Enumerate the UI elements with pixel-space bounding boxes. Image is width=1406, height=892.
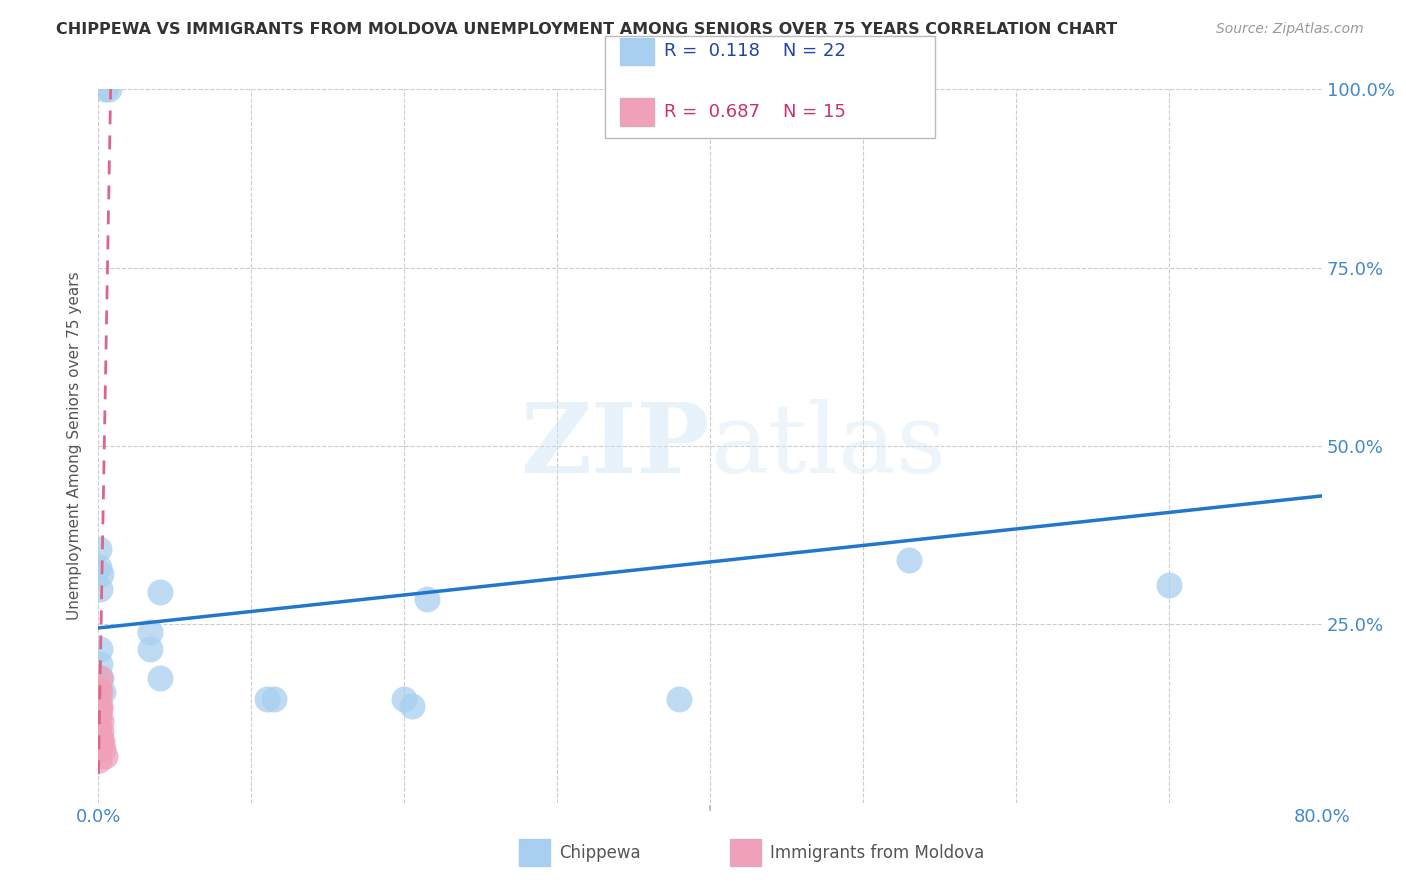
Point xyxy=(668,692,690,706)
Y-axis label: Unemployment Among Seniors over 75 years: Unemployment Among Seniors over 75 years xyxy=(67,272,83,620)
Point xyxy=(89,696,111,710)
Point xyxy=(91,742,114,756)
Point xyxy=(87,724,110,739)
Point xyxy=(90,724,112,739)
Point xyxy=(90,567,112,582)
Point xyxy=(89,671,111,685)
Text: R =  0.687    N = 15: R = 0.687 N = 15 xyxy=(664,103,845,121)
Point xyxy=(149,671,172,685)
Point xyxy=(1157,578,1180,592)
Point xyxy=(93,82,115,96)
Point xyxy=(89,699,111,714)
Point xyxy=(89,657,111,671)
Point xyxy=(89,560,111,574)
Point xyxy=(90,731,112,746)
Point xyxy=(89,642,111,657)
Text: R =  0.118    N = 22: R = 0.118 N = 22 xyxy=(664,43,845,61)
Point xyxy=(149,585,172,599)
Point xyxy=(93,749,115,764)
Point xyxy=(256,692,278,706)
Text: atlas: atlas xyxy=(710,399,946,493)
Point xyxy=(87,753,110,767)
Point xyxy=(401,699,423,714)
Text: Immigrants from Moldova: Immigrants from Moldova xyxy=(770,844,984,862)
Point xyxy=(263,692,285,706)
Point xyxy=(89,685,111,699)
Point xyxy=(89,681,111,696)
Point xyxy=(90,671,112,685)
Point xyxy=(139,624,162,639)
Text: ZIP: ZIP xyxy=(520,399,710,493)
Text: Source: ZipAtlas.com: Source: ZipAtlas.com xyxy=(1216,22,1364,37)
Text: CHIPPEWA VS IMMIGRANTS FROM MOLDOVA UNEMPLOYMENT AMONG SENIORS OVER 75 YEARS COR: CHIPPEWA VS IMMIGRANTS FROM MOLDOVA UNEM… xyxy=(56,22,1118,37)
Point xyxy=(416,592,439,607)
Point xyxy=(91,685,114,699)
Point xyxy=(897,553,920,567)
Point xyxy=(139,642,162,657)
Point xyxy=(392,692,416,706)
Point xyxy=(87,710,110,724)
Point xyxy=(89,703,111,717)
Point xyxy=(90,714,112,728)
Point xyxy=(89,582,111,596)
Point xyxy=(91,735,114,749)
Text: Chippewa: Chippewa xyxy=(560,844,641,862)
Point xyxy=(98,82,121,96)
Point xyxy=(89,542,111,557)
